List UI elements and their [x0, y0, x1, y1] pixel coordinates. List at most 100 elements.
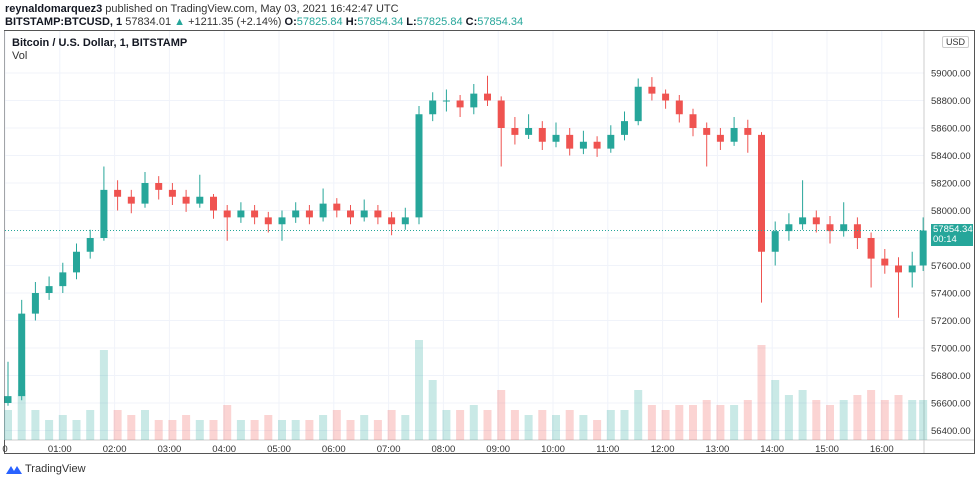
volume-bar [565, 410, 574, 440]
candle-body [919, 230, 927, 266]
candle-body [758, 134, 765, 252]
candle-body [730, 128, 738, 142]
candle-body [538, 128, 546, 142]
price-tag-value: 57854.34 [933, 224, 973, 235]
open-value: 57825.84 [296, 16, 343, 28]
y-tick-label: 56400.00 [931, 426, 971, 437]
candle-body [114, 189, 122, 197]
volume-bar [291, 420, 300, 440]
x-tick-label: 13:00 [706, 444, 730, 455]
x-tick-label: 09:00 [486, 444, 510, 455]
volume-bar [17, 390, 26, 440]
volume-bar [908, 400, 917, 440]
candle-body [223, 210, 231, 218]
volume-bar [839, 400, 848, 440]
symbol-info: BITSTAMP:BTCUSD, 1 57834.01 ▲ +1211.35 (… [5, 16, 523, 28]
close-value: 57854.34 [477, 16, 524, 28]
candle-body [648, 86, 656, 94]
candle-body [237, 210, 245, 218]
candle-body [429, 100, 437, 115]
candle-body [401, 217, 409, 225]
open-label: O: [284, 16, 297, 28]
volume-bar [894, 395, 903, 440]
volume-bar [867, 390, 876, 440]
candle-body [155, 183, 163, 190]
candle-body [771, 231, 779, 252]
volume-bar [538, 410, 547, 440]
y-tick-label: 57600.00 [931, 261, 971, 272]
candle-body [210, 196, 217, 211]
candle-body [18, 313, 26, 397]
volume-bar [442, 410, 451, 440]
tradingview-logo[interactable]: TradingView [6, 463, 86, 475]
volume-bar [360, 415, 369, 440]
low-label: L: [406, 16, 417, 28]
volume-bar [716, 405, 725, 440]
candle-body [168, 189, 176, 197]
candle-body [333, 203, 341, 211]
candle-body [251, 210, 259, 218]
last-price: 57834.01 [125, 16, 172, 28]
x-tick-label: 10:00 [541, 444, 565, 455]
candle-body [716, 134, 724, 142]
candle-body [840, 224, 848, 232]
volume-bar [689, 405, 697, 440]
volume-bar [99, 350, 108, 440]
y-tick-label: 58600.00 [931, 124, 971, 135]
volume-bar [634, 390, 643, 440]
volume-bar [415, 340, 423, 440]
x-tick-label: 16:00 [870, 444, 894, 455]
candle-body [470, 93, 478, 108]
change: +1211.35 (+2.14%) [188, 16, 282, 28]
candle-body [799, 217, 807, 225]
candle-body [86, 238, 94, 252]
candle-body [497, 100, 505, 128]
x-tick-label: 07:00 [377, 444, 401, 455]
volume-bar [702, 400, 711, 440]
candle-body [511, 128, 519, 135]
y-tick-label: 59000.00 [931, 69, 971, 80]
volume-bar [552, 415, 560, 440]
y-tick-label: 58800.00 [931, 96, 971, 107]
candle-body [867, 238, 875, 259]
candle-body [484, 93, 491, 101]
volume-bar [743, 400, 752, 440]
candle-body [675, 100, 683, 115]
x-tick-label: 0 [2, 444, 7, 455]
high-label: H: [345, 16, 358, 28]
low-value: 57825.84 [416, 16, 463, 28]
candle-body [621, 121, 628, 135]
candle-body [442, 100, 450, 102]
volume-legend: Vol [12, 50, 28, 62]
branding-text: TradingView [25, 463, 86, 475]
high-value: 57854.34 [357, 16, 404, 28]
x-tick-label: 03:00 [158, 444, 182, 455]
candle-body [182, 196, 190, 204]
volume-bar [86, 410, 95, 440]
candle-body [4, 396, 12, 403]
volume-bar [606, 410, 615, 440]
candle-body [415, 114, 423, 218]
volume-bar [305, 420, 314, 440]
candle-body [45, 286, 53, 293]
currency-label[interactable]: USD [942, 36, 970, 48]
x-tick-label: 05:00 [267, 444, 291, 455]
volume-bar [195, 420, 204, 440]
volume-bar [113, 410, 122, 440]
x-tick-label: 11:00 [596, 444, 619, 455]
symbol: BITSTAMP:BTCUSD, 1 [5, 16, 123, 28]
up-arrow-icon: ▲ [174, 16, 186, 28]
volume-bar [784, 395, 793, 440]
y-tick-label: 57000.00 [931, 344, 971, 355]
candle-body [689, 114, 697, 128]
candle-body [388, 217, 396, 225]
candle-body [785, 224, 793, 232]
volume-bar [4, 410, 12, 440]
volume-bar [346, 420, 355, 440]
y-tick-label: 57400.00 [931, 289, 971, 300]
volume-bar [209, 420, 218, 440]
candle-body [73, 251, 80, 273]
volume-bar [826, 405, 834, 440]
volume-bar [45, 420, 54, 440]
